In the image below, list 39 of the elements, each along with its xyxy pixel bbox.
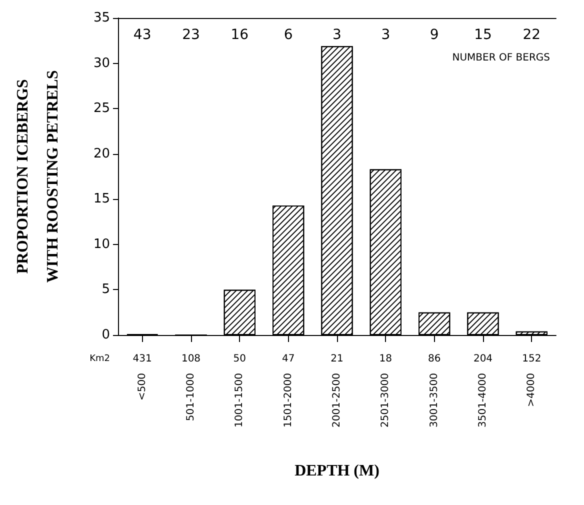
annotation: 23: [182, 27, 200, 43]
y-tick-label: 20: [93, 146, 110, 162]
text: 86: [428, 354, 441, 364]
x-tick-label: >4000: [526, 373, 538, 407]
annotation: 3: [332, 27, 342, 43]
annotation: 15: [474, 27, 492, 43]
x-tick-label: 1501-2000: [282, 373, 294, 428]
annotation: 9: [430, 27, 439, 43]
text: 431: [132, 354, 152, 364]
x-axis-title: DEPTH (M): [294, 462, 380, 480]
y-tick-label: 35: [93, 10, 110, 26]
text: 21: [330, 354, 344, 364]
x-tick-label: 501-1000: [186, 373, 196, 422]
x-tick-label: 2501-3000: [380, 373, 392, 428]
y-tick-label: 25: [93, 101, 110, 116]
y-axis-title: PROPORTION ICEBERGS WITH ROOSTING PETRELS: [14, 70, 62, 283]
text: 108: [181, 354, 201, 364]
x-tick-label: 3501-4000: [478, 373, 488, 428]
y-tick-label: 15: [93, 192, 110, 207]
x-tick-label: 1001-1500: [234, 373, 246, 428]
x-tick-label: 2001-2500: [332, 373, 342, 428]
text: 18: [379, 354, 392, 364]
text: 50: [233, 354, 246, 364]
x-tick-label: 3001-3500: [428, 373, 440, 428]
annotation: NUMBER OF BERGS: [452, 52, 550, 64]
x-tick-label: <500: [136, 373, 148, 400]
y-tick-label: 30: [93, 56, 110, 71]
annotation: 16: [230, 27, 249, 43]
y-tick-label: 0: [102, 328, 110, 342]
text: 204: [473, 354, 493, 364]
annotation: 43: [133, 27, 152, 43]
y-tick-label: 5: [102, 282, 110, 298]
annotation: 6: [284, 27, 293, 43]
text: Km2: [90, 354, 110, 364]
text: 152: [522, 354, 542, 364]
annotation: 3: [381, 27, 390, 43]
text: 47: [282, 354, 295, 364]
annotation: 22: [522, 27, 541, 43]
y-tick-label: 10: [93, 236, 110, 252]
